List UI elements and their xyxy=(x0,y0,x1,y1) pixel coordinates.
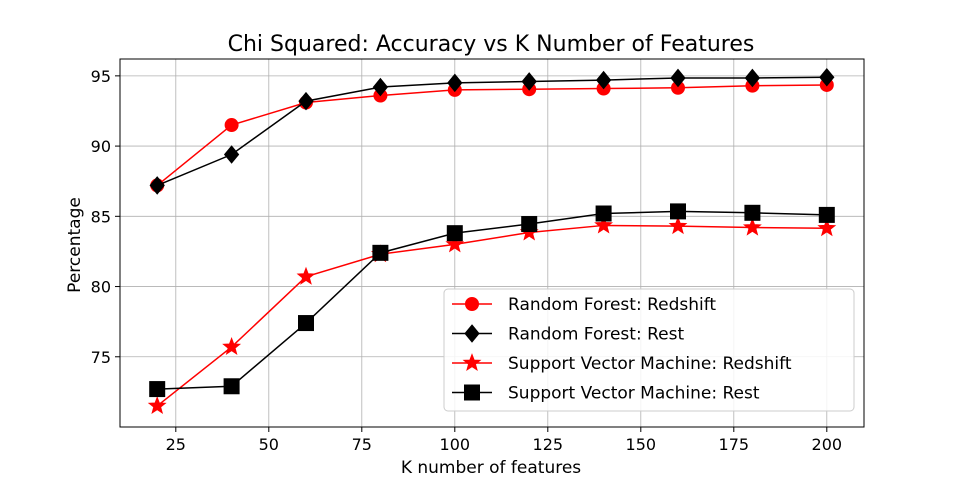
data-point-square xyxy=(744,204,761,221)
data-point-circle xyxy=(224,118,239,133)
legend-label: Random Forest: Rest xyxy=(508,325,684,345)
data-point-diamond xyxy=(223,145,240,164)
y-tick-label: 80 xyxy=(91,278,111,297)
x-tick-label: 75 xyxy=(352,435,372,454)
y-tick-label: 90 xyxy=(91,137,111,156)
legend-label: Support Vector Machine: Rest xyxy=(508,384,760,404)
data-point-square xyxy=(670,203,686,220)
data-point-star xyxy=(668,216,688,235)
chart-title: Chi Squared: Accuracy vs K Number of Fea… xyxy=(228,32,755,57)
data-point-square xyxy=(298,315,314,332)
data-point-square xyxy=(818,206,835,223)
data-point-diamond xyxy=(744,68,761,88)
data-point-diamond xyxy=(819,67,835,87)
plot-frame xyxy=(119,58,865,428)
data-point-diamond xyxy=(149,176,165,195)
legend-marker-square xyxy=(464,384,480,401)
data-point-star xyxy=(817,218,837,237)
x-axis-label: K number of features xyxy=(401,458,581,478)
data-point-star xyxy=(445,234,465,253)
x-tick-label: 25 xyxy=(166,435,186,454)
x-tick-label: 175 xyxy=(719,435,750,454)
series-2 xyxy=(149,67,835,195)
data-point-square xyxy=(223,378,240,395)
data-point-diamond xyxy=(670,68,686,88)
y-tick-label: 85 xyxy=(91,207,111,226)
legend-marker-star xyxy=(462,353,482,372)
x-tick-label: 100 xyxy=(440,435,471,454)
legend-label: Random Forest: Redshift xyxy=(508,295,716,315)
series-4 xyxy=(149,203,835,398)
series-line xyxy=(156,76,827,187)
data-point-star xyxy=(742,217,762,236)
data-point-square xyxy=(521,216,538,233)
data-point-star xyxy=(222,337,242,355)
data-point-diamond xyxy=(521,72,537,91)
x-tick-label: 150 xyxy=(626,435,657,454)
axis-ticks: 25 50 75 100 125 150 175 200 75 80 85 90 95 xyxy=(91,67,842,454)
series-1 xyxy=(150,77,834,193)
data-point-square xyxy=(149,381,166,398)
data-point-square xyxy=(595,205,612,222)
legend-box xyxy=(443,288,855,412)
legend-label: Support Vector Machine: Redshift xyxy=(508,354,792,374)
data-point-diamond xyxy=(595,70,612,90)
x-tick-label: 125 xyxy=(533,435,564,454)
x-tick-label: 50 xyxy=(259,435,279,454)
series-line xyxy=(157,210,827,390)
x-tick-label: 200 xyxy=(812,435,843,454)
data-point-square xyxy=(446,225,463,242)
data-point-diamond xyxy=(298,91,314,111)
legend: Random Forest: Redshift Random Forest: Re… xyxy=(443,288,855,412)
data-point-star xyxy=(296,266,316,285)
data-point-square xyxy=(372,244,389,261)
series-line xyxy=(156,224,827,407)
series-layer xyxy=(147,67,837,414)
legend-marker-diamond xyxy=(464,324,480,343)
y-tick-label: 75 xyxy=(91,348,111,367)
y-axis-label: Percentage xyxy=(65,197,85,293)
data-point-star xyxy=(594,215,614,234)
data-point-diamond xyxy=(447,73,463,93)
legend-marker-circle xyxy=(465,297,479,311)
y-tick-label: 95 xyxy=(91,67,111,86)
series-line xyxy=(156,84,827,186)
data-point-diamond xyxy=(372,77,389,97)
data-point-star xyxy=(147,396,167,414)
